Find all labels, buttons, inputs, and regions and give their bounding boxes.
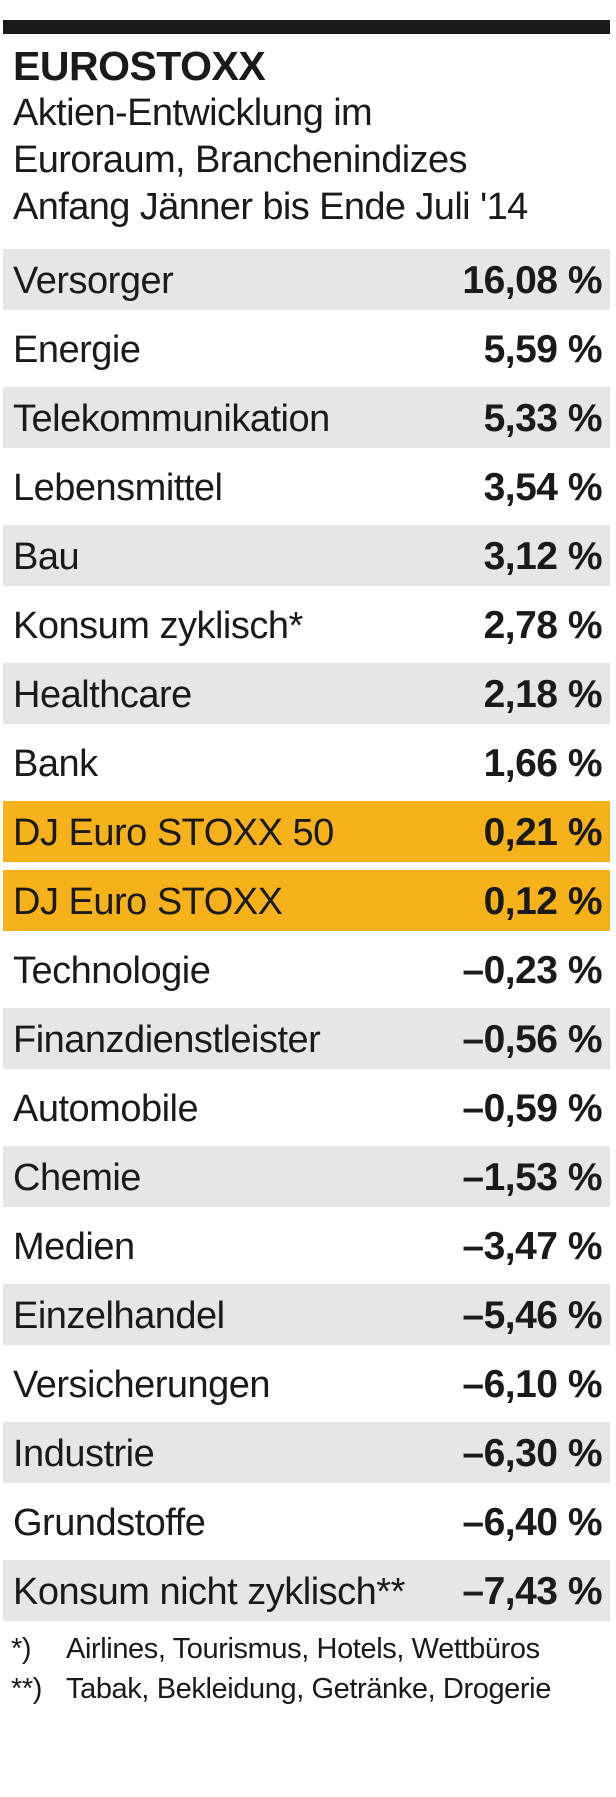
row-value: 1,66 % xyxy=(483,741,603,785)
chart-subtitle: Aktien-Entwicklung im Euroraum, Branchen… xyxy=(13,90,610,231)
table-row: Chemie –1,53 % xyxy=(3,1146,610,1207)
row-value: 16,08 % xyxy=(462,258,602,302)
chart-title: EUROSTOXX xyxy=(13,43,266,89)
footnote-mark: *) xyxy=(11,1633,32,1665)
row-label: Finanzdienstleister xyxy=(13,1019,321,1061)
row-value: –0,23 % xyxy=(462,948,602,992)
row-label: Technologie xyxy=(13,950,211,992)
table-row: Telekommunikation 5,33 % xyxy=(3,387,610,448)
row-label: Einzelhandel xyxy=(13,1295,225,1337)
row-label: Chemie xyxy=(13,1157,141,1199)
table-row: DJ Euro STOXX 50 0,21 % xyxy=(3,801,610,862)
row-label: Medien xyxy=(13,1226,135,1268)
row-value: 2,18 % xyxy=(483,672,603,716)
row-value: 0,12 % xyxy=(483,879,603,923)
table-row: Energie 5,59 % xyxy=(3,318,610,379)
table-row: Technologie –0,23 % xyxy=(3,939,610,1000)
row-label: Bau xyxy=(13,536,80,578)
row-label: Grundstoffe xyxy=(13,1502,206,1544)
row-value: –6,30 % xyxy=(462,1431,602,1475)
row-value: 3,12 % xyxy=(483,534,603,578)
row-value: –1,53 % xyxy=(462,1155,602,1199)
table-row: Bau 3,12 % xyxy=(3,525,610,586)
table-row: Finanzdienstleister –0,56 % xyxy=(3,1008,610,1069)
data-table: Versorger 16,08 % Energie 5,59 % Telekommuni… xyxy=(3,249,610,1621)
table-row: Automobile –0,59 % xyxy=(3,1077,610,1138)
table-row: DJ Euro STOXX 0,12 % xyxy=(3,870,610,931)
row-label: Energie xyxy=(13,329,141,371)
table-row: Healthcare 2,18 % xyxy=(3,663,610,724)
infographic: EUROSTOXX Aktien-Entwicklung im Euroraum… xyxy=(0,20,616,1797)
subtitle-line: Aktien-Entwicklung im xyxy=(13,92,373,134)
footnotes: *) Airlines, Tourismus, Hotels, Wettbüro… xyxy=(3,1629,610,1709)
row-value: 2,78 % xyxy=(483,603,603,647)
row-label: DJ Euro STOXX 50 xyxy=(13,812,334,854)
table-row: Versicherungen –6,10 % xyxy=(3,1353,610,1414)
row-label: Versicherungen xyxy=(13,1364,271,1406)
table-row: Konsum nicht zyklisch** –7,43 % xyxy=(3,1560,610,1621)
row-value: 5,59 % xyxy=(483,327,603,371)
table-row: Medien –3,47 % xyxy=(3,1215,610,1276)
table-row: Versorger 16,08 % xyxy=(3,249,610,310)
row-label: Konsum zyklisch* xyxy=(13,605,303,647)
row-value: 3,54 % xyxy=(483,465,603,509)
row-label: Industrie xyxy=(13,1433,155,1475)
row-label: Telekommunikation xyxy=(13,398,330,440)
row-label: Bank xyxy=(13,743,98,785)
row-value: –5,46 % xyxy=(462,1293,602,1337)
row-value: –7,43 % xyxy=(462,1569,602,1613)
row-value: 0,21 % xyxy=(483,810,603,854)
top-rule xyxy=(3,20,610,34)
footnote: **) Tabak, Bekleidung, Getränke, Drogeri… xyxy=(11,1669,610,1709)
row-label: Automobile xyxy=(13,1088,199,1130)
table-row: Einzelhandel –5,46 % xyxy=(3,1284,610,1345)
row-value: –0,56 % xyxy=(462,1017,602,1061)
table-row: Industrie –6,30 % xyxy=(3,1422,610,1483)
table-row: Grundstoffe –6,40 % xyxy=(3,1491,610,1552)
row-value: –0,59 % xyxy=(462,1086,602,1130)
row-value: 5,33 % xyxy=(483,396,603,440)
footnote-mark: **) xyxy=(11,1673,43,1705)
row-value: –3,47 % xyxy=(462,1224,602,1268)
footnote-text: Tabak, Bekleidung, Getränke, Drogerie xyxy=(66,1673,551,1705)
row-value: –6,40 % xyxy=(462,1500,602,1544)
row-label: Healthcare xyxy=(13,674,192,716)
row-value: –6,10 % xyxy=(462,1362,602,1406)
table-row: Lebensmittel 3,54 % xyxy=(3,456,610,517)
table-row: Bank 1,66 % xyxy=(3,732,610,793)
row-label: Versorger xyxy=(13,260,174,302)
footnote-text: Airlines, Tourismus, Hotels, Wettbüros xyxy=(66,1633,540,1665)
table-row: Konsum zyklisch* 2,78 % xyxy=(3,594,610,655)
row-label: Lebensmittel xyxy=(13,467,223,509)
row-label: DJ Euro STOXX xyxy=(13,881,283,923)
subtitle-line: Anfang Jänner bis Ende Juli '14 xyxy=(13,186,528,228)
footnote: *) Airlines, Tourismus, Hotels, Wettbüro… xyxy=(11,1629,610,1669)
row-label: Konsum nicht zyklisch** xyxy=(13,1571,405,1613)
subtitle-line: Euroraum, Branchenindizes xyxy=(13,139,468,181)
